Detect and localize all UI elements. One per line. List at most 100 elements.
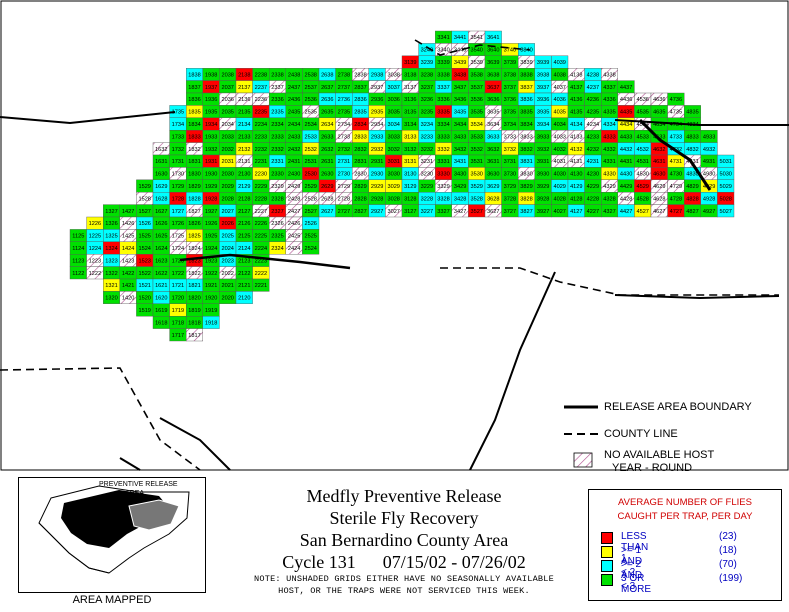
grid-cell-label: 2024 — [221, 246, 233, 252]
grid-cell-label: 1720 — [172, 296, 184, 302]
area-mapped-inset: PREVENTIVE RELEASE AREA — [18, 477, 206, 593]
grid-cell-label: 2325 — [271, 234, 283, 240]
grid-cell-label: 1733 — [172, 134, 184, 140]
grid-cell-label: 4428 — [620, 196, 632, 202]
grid-cell-label: 2630 — [321, 172, 333, 178]
grid-cell-label: 4532 — [636, 147, 648, 153]
grid-cell-label: 1833 — [188, 134, 200, 140]
grid-cell-label: 2532 — [304, 147, 316, 153]
grid-cell-label: 3740 — [504, 48, 516, 54]
grid-cell-label: 1124 — [72, 246, 84, 252]
grid-cell-label: 1526 — [138, 221, 150, 227]
grid-cell-label: 1925 — [205, 234, 217, 240]
grid-cell-label: 3831 — [520, 159, 532, 165]
grid-cell-label: 2537 — [304, 85, 316, 91]
grid-cell-label: 2134 — [238, 122, 250, 128]
grid-cell-label: 3341 — [437, 35, 449, 41]
grid-cell-label: 3631 — [487, 159, 499, 165]
grid-cell-label: 4232 — [587, 147, 599, 153]
grid-cell-label: 3035 — [387, 110, 399, 116]
grid-cell-label: 1827 — [188, 209, 200, 215]
grid-cell-label: 3939 — [537, 60, 549, 66]
grid-cell-label: 4228 — [587, 196, 599, 202]
grid-cell-label: 2425 — [288, 234, 300, 240]
grid-cell-label: 3441 — [454, 35, 466, 41]
grid-cell-label: 2637 — [321, 85, 333, 91]
grid-cell-label: 4230 — [587, 172, 599, 178]
grid-cell-label: 1223 — [89, 258, 101, 264]
grid-cell-label: 3328 — [437, 196, 449, 202]
grid-cell-label: 3227 — [421, 209, 433, 215]
grid-cell-label: 5028 — [719, 196, 731, 202]
grid-cell-label: 4835 — [686, 110, 698, 116]
grid-cell-label: 1527 — [138, 209, 150, 215]
grid-cell-label: 3839 — [520, 60, 532, 66]
grid-cell-label: 3835 — [520, 110, 532, 116]
grid-cell-label: 3229 — [421, 184, 433, 190]
grid-cell-label: 2835 — [354, 110, 366, 116]
grid-cell-label: 2928 — [371, 196, 383, 202]
grid-cell-label: 4628 — [653, 196, 665, 202]
grid-cell-label: 1920 — [205, 296, 217, 302]
grid-cell-label: 3238 — [421, 72, 433, 78]
grid-cell-label: 4133 — [570, 134, 582, 140]
grid-cell-label: 3428 — [454, 196, 466, 202]
grid-cell-label: 4728 — [670, 196, 682, 202]
grid-cell-label: 2035 — [221, 110, 233, 116]
grid-cell-label: 1632 — [155, 147, 167, 153]
grid-cell-label: 2936 — [371, 97, 383, 103]
grid-cell-label: 1325 — [105, 234, 117, 240]
release-boundary-east — [638, 118, 712, 191]
grid-cell-label: 2138 — [238, 72, 250, 78]
grid-cell-label: 2535 — [304, 110, 316, 116]
legend-count: (70) — [719, 559, 737, 570]
grid-cell-label: 4137 — [570, 85, 582, 91]
grid-cell-label: 1326 — [105, 221, 117, 227]
release-boundary-key-label: RELEASE AREA BOUNDARY — [604, 401, 752, 413]
grid-cell-label: 3938 — [537, 72, 549, 78]
grid-cell-label: 1819 — [188, 308, 200, 314]
grid-cell-label: 3336 — [437, 97, 449, 103]
grid-cell-label: 2431 — [288, 159, 300, 165]
grid-cell-label: 4330 — [603, 172, 615, 178]
grid-cell-label: 3632 — [487, 147, 499, 153]
grid-cell-label: 2226 — [255, 221, 267, 227]
grid-cell-label: 4237 — [587, 85, 599, 91]
grid-cell-label: 3139 — [404, 60, 416, 66]
grid-cell-label: 3531 — [470, 159, 482, 165]
grid-cell-label: 4632 — [653, 147, 665, 153]
grid-cell-label: 1523 — [138, 258, 150, 264]
no-host-key-swatch — [573, 452, 593, 468]
grid-cell-label: 3434 — [454, 122, 466, 128]
grid-cell-label: 1224 — [89, 246, 101, 252]
grid-cell-label: 1918 — [205, 320, 217, 326]
grid-cell-label: 3228 — [421, 196, 433, 202]
grid-cell-label: 2427 — [288, 209, 300, 215]
grid-cell-label: 2933 — [371, 134, 383, 140]
cycle-label: Cycle 131 — [282, 552, 356, 572]
grid-cell-label: 2125 — [238, 234, 250, 240]
grid-cell-label: 2126 — [238, 221, 250, 227]
grid-cell-label: 3427 — [454, 209, 466, 215]
grid-cell-label: 2737 — [338, 85, 350, 91]
grid-cell-label: 3135 — [404, 110, 416, 116]
grid-cell-label: 2123 — [238, 258, 250, 264]
grid-cell-label: 1621 — [155, 283, 167, 289]
legend-swatch-cyan — [601, 560, 613, 572]
grid-cell-label: 4038 — [553, 72, 565, 78]
grid-cell-label: 1818 — [188, 320, 200, 326]
grid-cell-label: 2231 — [255, 159, 267, 165]
grid-cell-label: 4335 — [603, 110, 615, 116]
grid-cell-label: 1620 — [155, 296, 167, 302]
grid-cell-label: 1222 — [89, 271, 101, 277]
grid-cell-label: 1821 — [188, 283, 200, 289]
grid-cell-label: 2034 — [221, 122, 233, 128]
roads-and-boundaries — [0, 111, 789, 471]
grid-cell-label: 2124 — [238, 246, 250, 252]
grid-cell-label: 1624 — [155, 246, 167, 252]
grid-cell-label: 1427 — [122, 209, 134, 215]
grid-cell-label: 3131 — [404, 159, 416, 165]
fly-count-legend: AVERAGE NUMBER OF FLIES CAUGHT PER TRAP,… — [588, 489, 782, 601]
grid-cell-label: 2827 — [354, 209, 366, 215]
grid-cell-label: 3934 — [537, 122, 549, 128]
